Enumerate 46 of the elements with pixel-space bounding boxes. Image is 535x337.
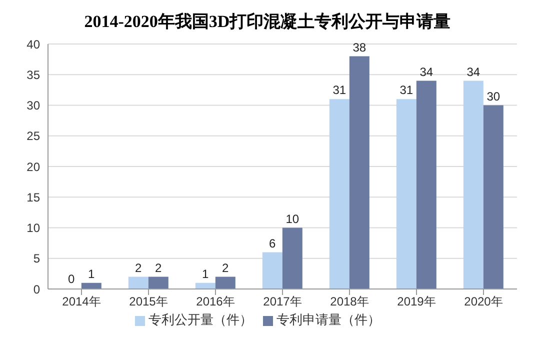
data-label: 34: [420, 64, 434, 79]
bar: [349, 56, 370, 289]
bar: [81, 282, 102, 289]
legend-label: 专利申请量（件）: [276, 312, 380, 327]
y-tick-label: 0: [33, 282, 40, 296]
x-tick-label: 2017年: [263, 294, 302, 309]
y-tick-label: 20: [26, 160, 40, 174]
y-tick-label: 10: [26, 221, 40, 236]
data-label: 10: [286, 212, 300, 226]
bar: [282, 228, 302, 289]
data-label: 0: [68, 272, 76, 286]
bar: [148, 276, 168, 289]
x-tick-label: 2014年: [62, 294, 101, 309]
x-tick-label: 2015年: [129, 294, 168, 309]
data-label: 30: [486, 89, 500, 104]
y-tick-label: 40: [26, 37, 40, 52]
x-tick-label: 2016年: [196, 294, 235, 309]
bar: [329, 99, 350, 289]
data-label: 2: [222, 260, 230, 275]
bar: [416, 80, 436, 289]
data-label: 38: [352, 40, 366, 54]
bar: [483, 105, 504, 289]
x-tick-label: 2018年: [330, 294, 369, 309]
bar: [195, 282, 216, 289]
data-label: 1: [202, 266, 210, 281]
bar: [396, 99, 416, 289]
y-tick-label: 35: [26, 68, 40, 82]
data-label: 2: [155, 260, 162, 275]
chart-title: 2014-2020年我国3D打印混凝土专利公开与申请量: [83, 11, 452, 33]
y-tick-label: 30: [26, 98, 40, 113]
y-tick-label: 25: [26, 129, 40, 144]
data-label: 31: [400, 83, 414, 98]
data-label: 2: [135, 260, 142, 275]
x-tick-label: 2019年: [397, 294, 436, 309]
y-tick-label: 5: [33, 252, 40, 266]
x-tick-label: 2020年: [464, 294, 503, 309]
bar: [262, 252, 282, 289]
legend-label: 专利公开量（件）: [148, 312, 252, 327]
data-label: 6: [269, 236, 276, 250]
data-label: 31: [332, 83, 346, 98]
bar: [128, 276, 148, 289]
bar: [463, 80, 484, 289]
y-tick-label: 15: [26, 190, 40, 204]
bar: [215, 276, 236, 289]
data-label: 1: [88, 266, 96, 281]
data-label: 34: [466, 64, 480, 79]
